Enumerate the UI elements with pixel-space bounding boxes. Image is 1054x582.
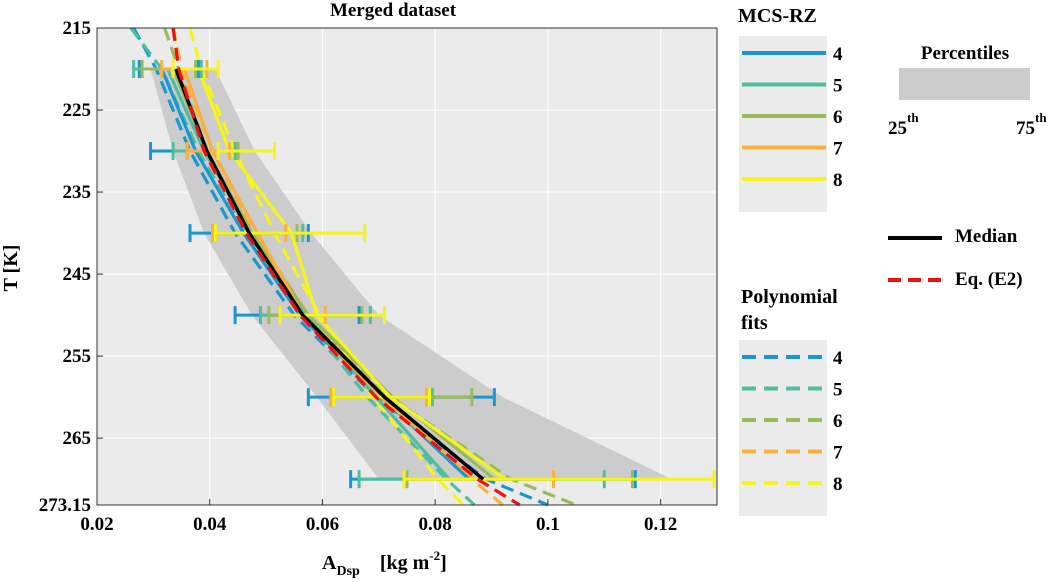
legend-mcs-items: 4 5 6 7 8 <box>742 44 843 191</box>
y-tick-label: 255 <box>63 346 92 367</box>
legend-percentiles-title: Percentiles <box>921 43 1009 64</box>
x-tick-label: 0.06 <box>306 514 339 535</box>
legend-polynomial-fits: Polynomial fits 4 5 6 7 8 <box>739 286 843 516</box>
y-tick-label: 273.15 <box>39 495 91 516</box>
legend-poly-title-line2: fits <box>741 312 768 334</box>
y-tick-label: 215 <box>63 18 92 39</box>
x-label-units: [kg m <box>380 552 430 574</box>
legend-p25-number: 25 <box>888 118 907 139</box>
legend-poly-label-5: 5 <box>833 380 843 401</box>
legend-p75-number: 75 <box>1016 118 1035 139</box>
x-tick-label: 0.12 <box>644 514 677 535</box>
x-tick-label: 0.02 <box>80 514 113 535</box>
series-line-7 <box>182 68 476 481</box>
legend-median-eq: Median Eq. (E2) <box>888 226 1023 290</box>
x-label-main: A <box>322 552 337 574</box>
x-tick-label: 0.04 <box>193 514 227 535</box>
legend-percentile-low: 25th <box>888 110 919 139</box>
legend-percentiles-swatch <box>899 68 1030 100</box>
legend-poly-title-line1: Polynomial <box>741 286 838 308</box>
y-axis-label: T [K] <box>0 245 22 292</box>
legend-mcs-label-8: 8 <box>833 170 843 191</box>
legend-percentile-high: 75th <box>1016 110 1047 139</box>
legend-poly-box <box>739 340 827 516</box>
x-label-sub: Dsp <box>336 564 360 579</box>
y-tick-label: 235 <box>63 182 92 203</box>
poly-fit-line-8 <box>188 27 465 507</box>
series-line-8 <box>197 68 507 481</box>
legend-mcs-rz: MCS-RZ 4 5 6 7 8 <box>738 5 843 212</box>
legend-mcs-label-7: 7 <box>833 139 843 160</box>
legend-mcs-label-6: 6 <box>833 107 843 128</box>
x-axis-label: ADsp [kg m-2] <box>322 548 447 579</box>
x-label-close: ] <box>440 552 447 574</box>
median-and-eq-lines <box>171 27 521 507</box>
x-tick-label: 0.08 <box>419 514 452 535</box>
axes-frame <box>96 27 718 506</box>
legend-p25-suffix: th <box>907 110 919 125</box>
y-tick-label: 225 <box>63 100 92 121</box>
legend-poly-label-6: 6 <box>833 411 843 432</box>
median-line <box>174 68 485 481</box>
legend-poly-label-7: 7 <box>833 443 843 464</box>
legend-mcs-label-5: 5 <box>833 76 843 97</box>
eq-e2-line <box>171 27 521 507</box>
x-axis-ticks: 0.02 0.04 0.06 0.08 0.1 0.12 <box>80 499 677 535</box>
legend-eq-label: Eq. (E2) <box>955 269 1023 290</box>
legend-poly-items: 4 5 6 7 8 <box>742 348 843 495</box>
x-label-exp: -2 <box>429 548 440 563</box>
legend-mcs-box <box>739 36 827 212</box>
y-tick-label: 245 <box>63 264 92 285</box>
legend-poly-label-4: 4 <box>833 348 843 369</box>
legend-p75-suffix: th <box>1035 110 1047 125</box>
plot-area <box>96 27 718 507</box>
legend-mcs-label-4: 4 <box>833 44 843 65</box>
legend-poly-label-8: 8 <box>833 474 843 495</box>
legend-percentiles: Percentiles 25th 75th <box>888 43 1047 139</box>
chart-title: Merged dataset <box>330 0 457 21</box>
y-axis-ticks: 215 225 235 245 255 265 273.15 <box>39 18 103 516</box>
legend-mcs-title: MCS-RZ <box>738 5 817 27</box>
legend-median-label: Median <box>955 226 1018 247</box>
x-tick-label: 0.1 <box>536 514 560 535</box>
y-tick-label: 265 <box>63 428 92 449</box>
